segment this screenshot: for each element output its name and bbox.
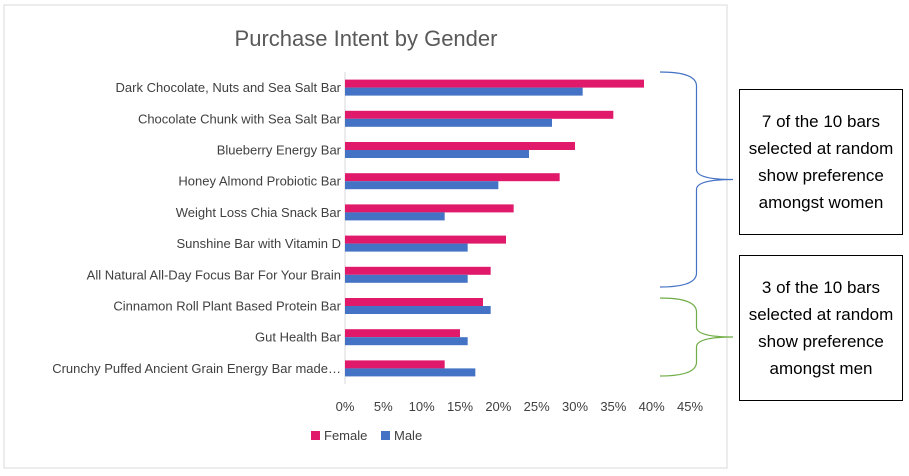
category-label: Blueberry Energy Bar	[217, 143, 342, 158]
category-label: Honey Almond Probiotic Bar	[178, 174, 341, 189]
legend-swatch-female	[311, 431, 320, 440]
bar-female	[345, 173, 560, 182]
bar-male	[345, 368, 476, 377]
bar-male	[345, 181, 499, 190]
bar-female	[345, 266, 491, 275]
bar-male	[345, 337, 468, 346]
category-label: Chocolate Chunk with Sea Salt Bar	[138, 111, 342, 126]
bar-male	[345, 306, 491, 314]
chart-title: Purchase Intent by Gender	[235, 26, 498, 51]
callout-men: 3 of the 10 bars selected at random show…	[739, 255, 903, 401]
brace-women	[659, 71, 734, 288]
x-tick-label: 20%	[485, 399, 511, 414]
braces	[659, 71, 734, 377]
x-tick-label: 45%	[677, 399, 703, 414]
category-label: All Natural All-Day Focus Bar For Your B…	[87, 267, 341, 282]
x-tick-label: 0%	[336, 399, 355, 414]
x-tick-label: 5%	[374, 399, 393, 414]
bar-female	[345, 204, 514, 213]
bar-male	[345, 118, 552, 127]
x-tick-label: 40%	[639, 399, 665, 414]
bar-female	[345, 360, 445, 369]
category-label: Dark Chocolate, Nuts and Sea Salt Bar	[116, 80, 342, 95]
x-tick-label: 35%	[600, 399, 626, 414]
legend-label-male: Male	[394, 428, 422, 443]
category-label: Sunshine Bar with Vitamin D	[176, 236, 341, 251]
bar-female	[345, 142, 575, 150]
bar-female	[345, 235, 506, 244]
legend-swatch-male	[381, 431, 390, 440]
x-tick-label: 30%	[562, 399, 588, 414]
category-label: Cinnamon Roll Plant Based Protein Bar	[113, 299, 341, 314]
bar-male	[345, 243, 468, 252]
legend-label-female: Female	[324, 428, 367, 443]
x-tick-label: 10%	[409, 399, 435, 414]
callout-women: 7 of the 10 bars selected at random show…	[739, 89, 903, 235]
bar-female	[345, 298, 483, 306]
plot-area: Dark Chocolate, Nuts and Sea Salt Bar Cho…	[52, 72, 703, 443]
bar-female	[345, 329, 460, 338]
bar-male	[345, 212, 445, 221]
brace-men	[659, 297, 734, 377]
bar-female	[345, 79, 644, 88]
category-label: Weight Loss Chia Snack Bar	[176, 205, 342, 220]
category-label: Gut Health Bar	[255, 330, 342, 345]
x-tick-label: 15%	[447, 399, 473, 414]
bar-male	[345, 274, 468, 283]
category-label: Crunchy Puffed Ancient Grain Energy Bar …	[52, 361, 341, 376]
x-tick-label: 25%	[524, 399, 550, 414]
bar-male	[345, 87, 583, 96]
bar-female	[345, 110, 614, 119]
bar-male	[345, 150, 529, 158]
